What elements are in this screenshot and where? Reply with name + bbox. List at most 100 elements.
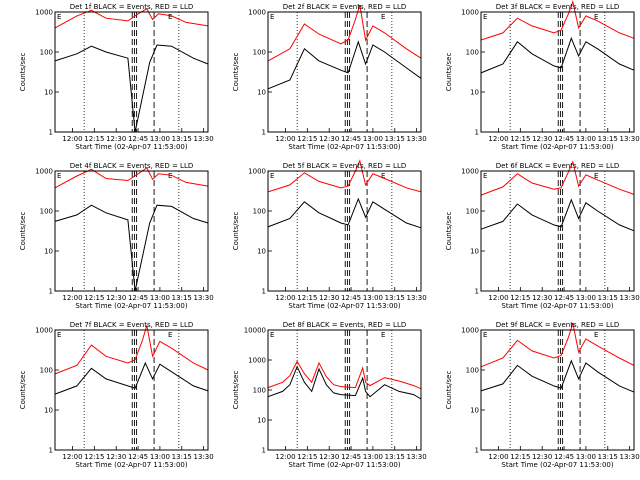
panel-title: Det 5f BLACK = Events, RED = LLD <box>283 162 406 170</box>
y-tick-label: 1 <box>262 129 266 137</box>
y-tick-label: 1000 <box>35 9 53 17</box>
x-axis-label: Start Time (02-Apr-07 11:53:00) <box>75 302 187 310</box>
x-tick-label: 13:00 <box>576 453 596 461</box>
x-tick-label: 12:45 <box>554 294 574 302</box>
plot-frame <box>480 170 635 292</box>
y-tick-label: 1000 <box>35 168 53 176</box>
x-tick-label: 12:45 <box>341 453 361 461</box>
x-tick-label: 12:45 <box>341 135 361 143</box>
series-line-lld <box>480 0 635 41</box>
x-tick-label: 13:00 <box>363 135 383 143</box>
y-tick-label: 1 <box>49 288 53 296</box>
event-marker-label: E <box>168 331 172 339</box>
x-tick-label: 12:15 <box>510 135 530 143</box>
y-tick-label: 100 <box>253 208 266 216</box>
x-tick-label: 13:30 <box>620 135 640 143</box>
y-tick-label: 1 <box>262 288 266 296</box>
x-tick-label: 12:30 <box>319 135 339 143</box>
x-tick-label: 12:15 <box>297 453 317 461</box>
event-marker-label: E <box>483 172 487 180</box>
x-tick-label: 12:30 <box>319 453 339 461</box>
x-tick-label: 12:00 <box>62 294 82 302</box>
panel-title: Det 4f BLACK = Events, RED = LLD <box>70 162 193 170</box>
x-tick-label: 12:00 <box>488 453 508 461</box>
x-tick-label: 13:15 <box>598 294 618 302</box>
y-tick-label: 1 <box>262 447 266 455</box>
series-line-events <box>480 36 635 74</box>
x-tick-label: 12:15 <box>297 294 317 302</box>
plot-frame <box>267 329 422 451</box>
event-marker-label: E <box>594 172 598 180</box>
x-tick-label: 12:30 <box>532 453 552 461</box>
series-line-lld <box>54 325 209 375</box>
x-axis-label: Start Time (02-Apr-07 11:53:00) <box>75 461 187 469</box>
y-tick-label: 10 <box>44 248 53 256</box>
x-tick-label: 12:30 <box>532 135 552 143</box>
series-line-lld <box>267 360 422 390</box>
x-axis-label: Start Time (02-Apr-07 11:53:00) <box>288 302 400 310</box>
x-tick-label: 12:30 <box>532 294 552 302</box>
y-axis-label: Counts/sec <box>445 371 453 410</box>
event-marker-label: E <box>57 172 61 180</box>
panel-title: Det 1f BLACK = Events, RED = LLD <box>70 3 193 11</box>
x-tick-label: 12:00 <box>488 135 508 143</box>
x-tick-label: 12:45 <box>128 135 148 143</box>
x-tick-label: 13:15 <box>172 135 192 143</box>
x-tick-label: 13:30 <box>407 135 427 143</box>
plot-frame <box>54 11 209 133</box>
y-axis-label: Counts/sec <box>445 212 453 251</box>
y-tick-label: 1 <box>49 447 53 455</box>
x-tick-label: 12:45 <box>554 135 574 143</box>
x-tick-label: 13:00 <box>150 294 170 302</box>
x-axis-label: Start Time (02-Apr-07 11:53:00) <box>288 461 400 469</box>
event-marker-label: E <box>594 331 598 339</box>
series-line-events <box>54 44 209 133</box>
x-tick-label: 12:45 <box>128 453 148 461</box>
x-tick-label: 13:15 <box>598 135 618 143</box>
y-tick-label: 1000 <box>248 357 266 365</box>
y-tick-label: 100 <box>466 208 479 216</box>
x-tick-label: 12:15 <box>510 453 530 461</box>
y-tick-label: 10 <box>470 248 479 256</box>
series-line-events <box>480 198 635 232</box>
x-tick-label: 12:45 <box>341 294 361 302</box>
event-marker-label: E <box>57 13 61 21</box>
series-line-lld <box>54 8 209 29</box>
panel-2 <box>267 4 422 133</box>
x-axis-label: Start Time (02-Apr-07 11:53:00) <box>288 143 400 151</box>
x-axis-label: Start Time (02-Apr-07 11:53:00) <box>75 143 187 151</box>
panel-9 <box>480 322 635 451</box>
y-tick-label: 1000 <box>461 9 479 17</box>
x-tick-label: 13:15 <box>598 453 618 461</box>
x-tick-label: 12:00 <box>62 453 82 461</box>
x-tick-label: 13:30 <box>407 453 427 461</box>
x-axis-label: Start Time (02-Apr-07 11:53:00) <box>501 143 613 151</box>
event-marker-label: E <box>483 331 487 339</box>
series-line-events <box>267 197 422 229</box>
y-tick-label: 100 <box>40 367 53 375</box>
x-tick-label: 12:15 <box>84 135 104 143</box>
panel-title: Det 6f BLACK = Events, RED = LLD <box>496 162 619 170</box>
series-line-events <box>54 361 209 395</box>
series-line-lld <box>480 322 635 368</box>
panel-7 <box>54 325 209 451</box>
x-tick-label: 12:15 <box>84 453 104 461</box>
event-marker-label: E <box>270 172 274 180</box>
y-axis-label: Counts/sec <box>232 371 240 410</box>
series-line-lld <box>480 160 635 196</box>
plot-frame <box>54 329 209 451</box>
y-tick-label: 100 <box>253 49 266 57</box>
y-tick-label: 1000 <box>248 168 266 176</box>
y-tick-label: 100 <box>40 208 53 216</box>
x-tick-label: 13:30 <box>620 453 640 461</box>
panel-6 <box>480 160 635 292</box>
x-tick-label: 13:15 <box>172 453 192 461</box>
x-tick-label: 13:30 <box>620 294 640 302</box>
y-tick-label: 100 <box>466 367 479 375</box>
x-tick-label: 12:30 <box>106 135 126 143</box>
x-tick-label: 13:15 <box>385 294 405 302</box>
panel-3 <box>480 0 635 133</box>
x-tick-label: 12:00 <box>275 294 295 302</box>
x-tick-label: 13:00 <box>576 294 596 302</box>
plot-frame <box>54 170 209 292</box>
